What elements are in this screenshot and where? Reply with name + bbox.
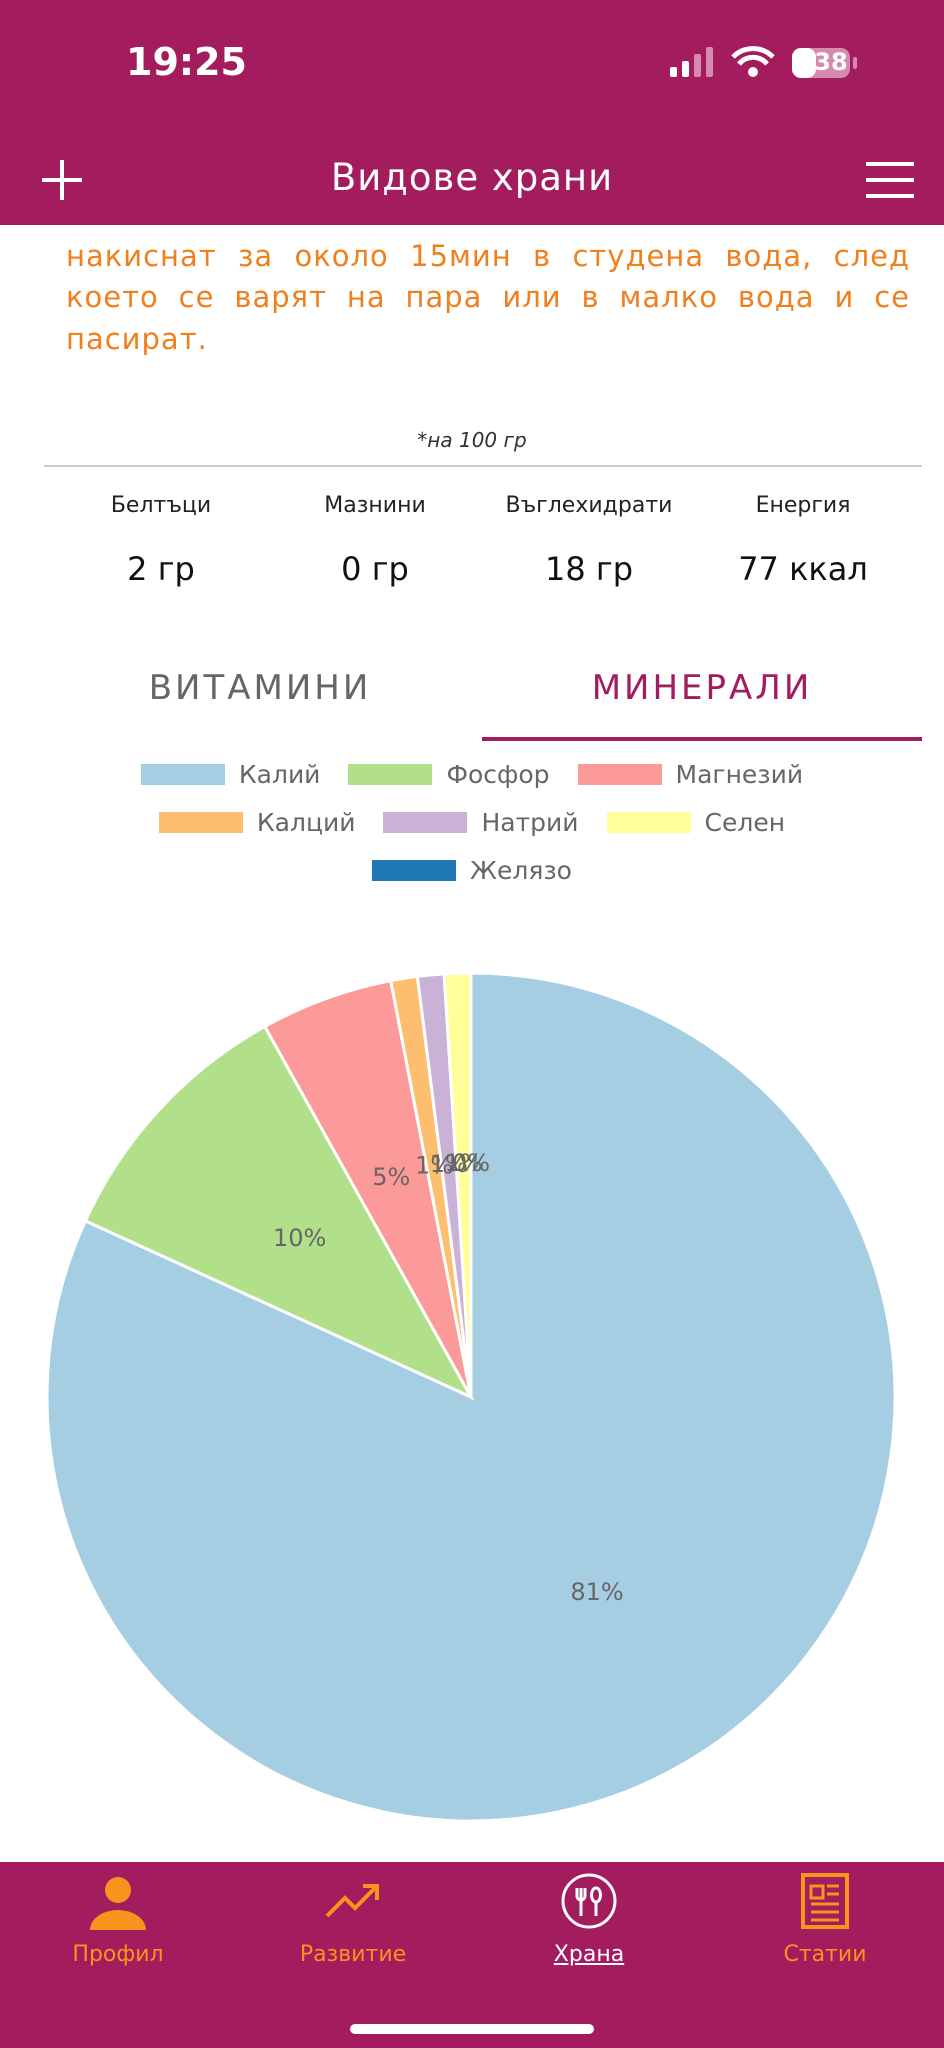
nutrient-value: 18 гр — [544, 550, 633, 588]
nav-label[interactable]: Статии — [783, 1942, 867, 1967]
icon-progress[interactable] — [323, 1882, 383, 1922]
header: 19:25 38 Видове храни — [0, 0, 944, 225]
legend-item[interactable]: Калций — [158, 808, 356, 837]
home-indicator — [350, 2024, 594, 2034]
add-button[interactable] — [40, 158, 84, 202]
tab[interactable]: ВИТАМИНИ — [148, 668, 372, 708]
icon-profile[interactable] — [88, 1872, 148, 1932]
legend-swatch — [372, 860, 457, 881]
status-icons — [670, 46, 857, 78]
legend-item[interactable]: Селен — [606, 808, 786, 837]
description-line: пасират. — [66, 322, 208, 356]
legend-swatch — [383, 812, 468, 833]
divider — [44, 465, 922, 467]
legend-label: Натрий — [481, 808, 579, 837]
nav-label[interactable]: Профил — [72, 1942, 164, 1967]
legend-swatch — [606, 812, 691, 833]
tab-active[interactable]: МИНЕРАЛИ — [591, 668, 813, 708]
legend-item[interactable]: Натрий — [383, 808, 579, 837]
nav-label-active[interactable]: Храна — [553, 1942, 625, 1967]
pie-label: 1% — [445, 1149, 483, 1177]
legend-label: Калий — [238, 760, 321, 789]
nutrient-label: Енергия — [755, 493, 851, 518]
legend-item[interactable]: Калий — [140, 760, 321, 789]
nutrient-label: Мазнини — [324, 493, 426, 518]
battery: 38 — [814, 48, 848, 76]
time: 19:25 — [126, 40, 247, 84]
note: *на 100 гр — [417, 428, 527, 452]
pie-label: 0% — [452, 1149, 490, 1177]
legend-swatch — [348, 764, 433, 785]
pie-label: 5% — [372, 1163, 410, 1191]
legend-label: Фосфор — [446, 760, 550, 789]
legend-item[interactable]: Магнезий — [577, 760, 804, 789]
legend-swatch — [140, 764, 225, 785]
nutrient-value: 2 гр — [127, 550, 195, 588]
menu-button[interactable] — [864, 160, 916, 200]
page-title: Видове храни — [330, 156, 614, 199]
legend-item[interactable]: Желязо — [372, 856, 572, 885]
nutrient-label: Белтъци — [110, 493, 212, 518]
pie-label: 10% — [273, 1224, 326, 1252]
legend-label: Магнезий — [675, 760, 804, 789]
legend-row: Желязо — [0, 856, 944, 885]
legend-label: Желязо — [470, 856, 572, 885]
pie-label: 1% — [430, 1150, 468, 1178]
legend-swatch — [158, 812, 243, 833]
nutrient-label: Въглехидрати — [505, 493, 673, 518]
bottom-nav — [0, 1862, 944, 2048]
legend-item[interactable]: Фосфор — [348, 760, 550, 789]
icon-articles[interactable] — [795, 1872, 855, 1930]
description-line: накиснат за около 15мин в студена вода, … — [66, 239, 910, 273]
nutrient-value: 0 гр — [341, 550, 409, 588]
legend-row: Калций Натрий Селен — [0, 808, 944, 837]
tab-underline — [482, 737, 922, 741]
legend-swatch — [577, 764, 662, 785]
pie-label: 81% — [570, 1578, 623, 1606]
pie-slice — [83, 1024, 475, 1401]
nav-label[interactable]: Развитие — [299, 1942, 407, 1967]
pie-chart: 81%10%5% 1%1%1%0% — [45, 971, 897, 1823]
legend-label: Селен — [704, 808, 786, 837]
legend-row: Калий Фосфор Магнезий — [0, 760, 944, 789]
icon-food[interactable] — [560, 1872, 618, 1930]
legend-label: Калций — [256, 808, 356, 837]
pie-label: 1% — [415, 1152, 453, 1180]
description-line: което се варят на пара или в малко вода … — [66, 280, 910, 314]
nutrient-value: 77 ккал — [738, 550, 868, 588]
